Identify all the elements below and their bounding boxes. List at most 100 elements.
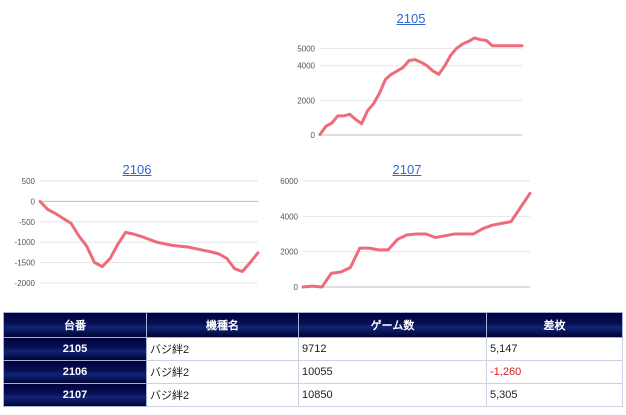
data-point <box>408 59 411 62</box>
difference-cell: 5,147 <box>486 337 623 361</box>
data-point <box>218 253 221 256</box>
column-header-machine-number: 台番 <box>3 312 147 338</box>
data-point <box>510 220 513 223</box>
machine-number-cell: 2107 <box>3 383 147 407</box>
table-row: 2105 バジ絆2 9712 5,147 <box>3 337 623 361</box>
data-point <box>481 227 484 230</box>
data-point <box>225 257 228 260</box>
game-count-cell: 10850 <box>298 383 487 407</box>
data-point <box>434 236 437 239</box>
data-point <box>462 233 465 236</box>
difference-series-line <box>38 199 260 273</box>
y-tick-label: 2000 <box>280 248 298 257</box>
chart-2105: 0 2000 4000 5000 <box>297 36 524 140</box>
data-point <box>406 233 409 236</box>
chart-card-2107: 2107 0 2000 4000 6000 <box>278 157 536 302</box>
data-point <box>349 266 352 269</box>
data-point <box>109 257 112 260</box>
y-tick-label: -1500 <box>15 259 36 268</box>
data-point <box>443 234 446 237</box>
y-tick-label: -500 <box>19 218 36 227</box>
data-point <box>372 102 375 105</box>
data-point <box>387 248 390 251</box>
data-point <box>431 69 434 72</box>
y-tick-label: 500 <box>22 177 36 186</box>
machine-summary-table: 台番 機種名 ゲーム数 差枚 2105 バジ絆2 9712 5,147 2106… <box>3 312 623 407</box>
data-point <box>402 66 405 69</box>
data-point <box>396 238 399 241</box>
data-point <box>132 233 135 236</box>
column-header-difference: 差枚 <box>486 312 623 338</box>
y-tick-label: 0 <box>31 197 36 206</box>
data-point <box>377 248 380 251</box>
data-point <box>116 243 119 246</box>
data-point <box>378 92 381 95</box>
table-row: 2107 バジ絆2 10850 5,305 <box>3 383 623 407</box>
data-point <box>140 235 143 238</box>
data-point <box>302 286 305 289</box>
game-count-cell: 9712 <box>298 337 487 361</box>
difference-cell: -1,260 <box>486 360 623 384</box>
model-name-cell: バジ絆2 <box>146 360 299 384</box>
data-point <box>336 114 339 117</box>
y-tick-label: 4000 <box>280 212 298 221</box>
chart-card-2106: 2106 500 0 -500 -1000 -1500 -2000 <box>6 157 268 302</box>
chart-2106: 500 0 -500 -1000 -1500 -2000 <box>15 177 260 288</box>
data-point <box>62 217 65 220</box>
data-point <box>324 125 327 128</box>
data-point <box>186 246 189 249</box>
data-point <box>390 73 393 76</box>
data-point <box>479 38 482 41</box>
data-point <box>124 231 127 234</box>
difference-cell: 5,305 <box>486 383 623 407</box>
data-point <box>472 233 475 236</box>
data-point <box>485 39 488 42</box>
data-point <box>437 73 440 76</box>
column-header-game-count: ゲーム数 <box>298 312 487 338</box>
chart-title-2106[interactable]: 2106 <box>122 162 152 177</box>
model-name-cell: バジ絆2 <box>146 337 299 361</box>
data-point <box>210 250 213 253</box>
data-point <box>319 133 322 136</box>
data-point <box>453 233 456 236</box>
data-point <box>148 238 151 241</box>
data-point <box>311 285 314 288</box>
data-point <box>519 206 522 209</box>
data-point <box>257 251 260 254</box>
y-tick-label: 5000 <box>297 44 315 53</box>
data-point <box>366 109 369 112</box>
data-point <box>348 113 351 116</box>
data-point <box>461 43 464 46</box>
chart-title-2105[interactable]: 2105 <box>396 11 426 26</box>
data-point <box>420 61 423 64</box>
y-tick-label: 4000 <box>297 62 315 71</box>
data-point <box>500 222 503 225</box>
y-tick-label: 6000 <box>280 177 298 186</box>
data-point <box>202 249 205 252</box>
data-point <box>473 36 476 39</box>
data-point <box>93 261 96 264</box>
chart-2107: 0 2000 4000 6000 <box>280 177 532 292</box>
data-point <box>171 244 174 247</box>
data-point <box>155 241 158 244</box>
y-tick-label: 0 <box>311 131 316 140</box>
y-tick-label: -1000 <box>15 238 36 247</box>
difference-series-line <box>318 36 524 136</box>
chart-title-2107[interactable]: 2107 <box>392 162 422 177</box>
table-header-row: 台番 機種名 ゲーム数 差枚 <box>3 312 623 338</box>
data-point <box>515 44 518 47</box>
y-tick-label: 2000 <box>297 96 315 105</box>
data-point <box>455 47 458 50</box>
data-point <box>179 245 182 248</box>
data-point <box>414 58 417 61</box>
column-header-model-name: 機種名 <box>146 312 299 338</box>
data-point <box>425 64 428 67</box>
machine-number-cell: 2105 <box>3 337 147 361</box>
y-tick-label: -2000 <box>15 279 36 288</box>
data-point <box>497 44 500 47</box>
data-point <box>70 222 73 225</box>
data-point <box>330 272 333 275</box>
chart-card-2105: 2105 0 2000 4000 5000 <box>286 6 536 146</box>
data-point <box>249 261 252 264</box>
